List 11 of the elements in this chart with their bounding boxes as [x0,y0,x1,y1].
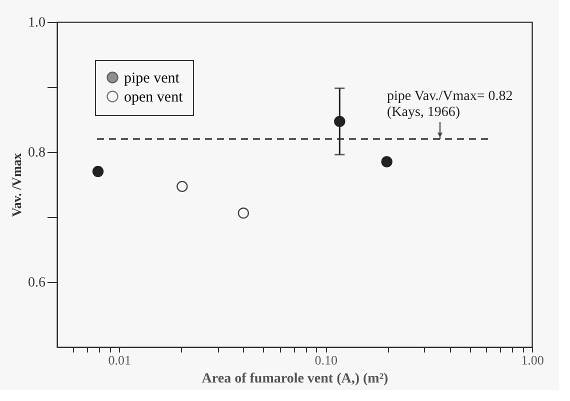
ref-line-label: pipe Vav./Vmax= 0.82 (Kays, 1966) [387,89,513,120]
y-tick-label: 0.6 [28,276,46,290]
x-tick-label: 0.10 [314,352,338,368]
y-tick-label: 1.0 [28,16,46,30]
y-tick-label: 0.8 [28,146,46,160]
legend-label: open vent [124,90,184,106]
y-axis-title: Vav. /Vmax [9,152,24,217]
legend-label: pipe vent [124,70,180,86]
x-tick-label: 0.01 [108,352,132,368]
x-axis-title: Area of fumarole vent (A,) (m²) [202,372,389,386]
x-tick-label: 1.00 [521,352,544,368]
